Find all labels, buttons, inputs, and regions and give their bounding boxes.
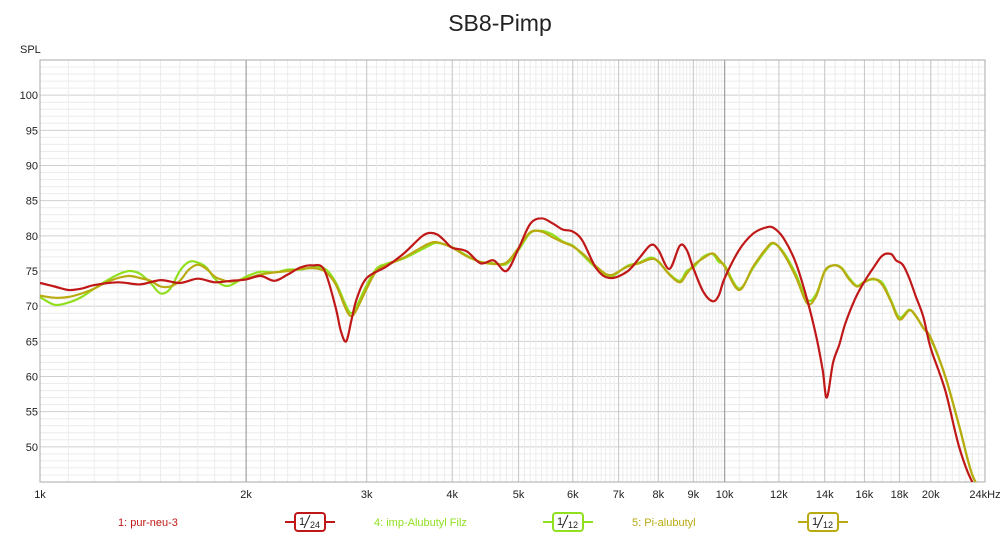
x-tick-label: 3k <box>361 489 373 501</box>
smoothing-denominator: 12 <box>568 520 578 530</box>
x-tick-labels: 1k 2k 3k 4k 5k 6k 7k 8k 9k 10k 12k 14k 16k 18k 20k 24kH… <box>34 489 1000 501</box>
smoothing-slash <box>816 514 824 529</box>
x-tick-label: 10k <box>716 489 734 501</box>
x-tick-label: 7k <box>613 489 625 501</box>
x-tick-label: 12k <box>770 489 788 501</box>
chart-title: SB8-Pimp <box>448 10 552 36</box>
y-axis-label: SPL <box>20 44 41 56</box>
x-tick-label: 8k <box>653 489 665 501</box>
x-tick-label: 6k <box>567 489 579 501</box>
smoothing-button <box>294 512 326 532</box>
y-tick-label: 80 <box>26 231 38 243</box>
x-tick-label: 20k <box>922 489 940 501</box>
y-tick-label: 60 <box>26 372 38 384</box>
y-tick-label: 50 <box>26 442 38 454</box>
y-tick-label: 100 <box>20 90 38 102</box>
x-tick-label: 18k <box>891 489 909 501</box>
plot-grid <box>39 59 986 483</box>
plot-frame <box>39 59 986 483</box>
x-tick-label: 5k <box>513 489 525 501</box>
y-tick-labels: 50 55 60 65 70 75 80 85 90 95 100 <box>20 90 38 454</box>
y-tick-label: 85 <box>26 196 38 208</box>
x-tick-label: 4k <box>446 489 458 501</box>
y-tick-label: 75 <box>26 266 38 278</box>
smoothing-numerator: 1 <box>557 516 563 528</box>
smoothing-slash <box>561 514 569 529</box>
smoothing-numerator: 1 <box>299 516 305 528</box>
x-tick-label: 16k <box>856 489 874 501</box>
series-lines <box>40 217 977 482</box>
legend[interactable]: 1: pur-neu-3 1 24 4: imp-Alubutyl Filz 1 12 5:… <box>118 512 848 532</box>
legend-label: 1: pur-neu-3 <box>118 517 178 529</box>
smoothing-button <box>807 512 839 532</box>
series-line-1 <box>40 217 974 482</box>
x-tick-label: 1k <box>34 489 46 501</box>
x-tick-label: 14k <box>816 489 834 501</box>
smoothing-denominator: 24 <box>310 520 320 530</box>
legend-label: 5: Pi-alubutyl <box>632 517 696 529</box>
x-tick-label: 9k <box>688 489 700 501</box>
y-tick-label: 55 <box>26 407 38 419</box>
smoothing-slash <box>303 514 311 529</box>
y-tick-label: 90 <box>26 161 38 173</box>
y-tick-label: 65 <box>26 336 38 348</box>
x-tick-label: 2k <box>240 489 252 501</box>
smoothing-numerator: 1 <box>812 516 818 528</box>
series-line-3 <box>40 229 977 482</box>
x-tick-label: 24kHz <box>969 489 1000 501</box>
y-tick-label: 70 <box>26 301 38 313</box>
smoothing-denominator: 12 <box>823 520 833 530</box>
smoothing-button <box>552 512 584 532</box>
y-tick-label: 95 <box>26 125 38 137</box>
legend-label: 4: imp-Alubutyl Filz <box>374 517 467 529</box>
